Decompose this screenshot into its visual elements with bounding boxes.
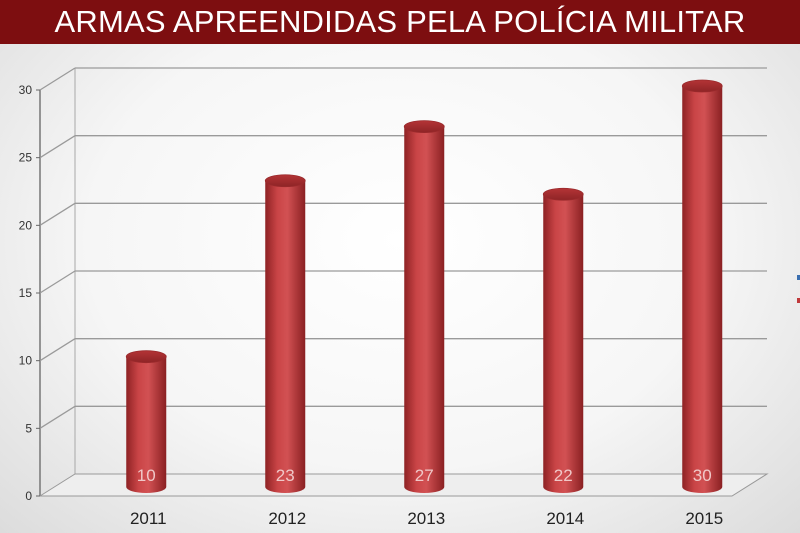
gridline-diagonal: [39, 135, 76, 159]
gridline-diagonal: [39, 270, 76, 294]
x-tick-label: 2013: [407, 509, 445, 528]
data-label: 10: [137, 466, 156, 485]
y-tick-label: 5: [25, 421, 32, 435]
y-tick-label: 25: [19, 151, 33, 165]
y-tick-label: 15: [19, 286, 33, 300]
data-label: 23: [276, 466, 295, 485]
chart-title: ARMAS APREENDIDAS PELA POLÍCIA MILITAR: [54, 4, 746, 39]
bar-cap-2014: [542, 187, 584, 201]
bar-2012: [265, 180, 306, 494]
chart-title-bar: ARMAS APREENDIDAS PELA POLÍCIA MILITAR: [0, 0, 800, 44]
bar-cap-2015: [681, 79, 723, 93]
x-tick-label: 2011: [130, 509, 167, 528]
gridline-diagonal: [39, 338, 76, 362]
bar-2011: [126, 356, 167, 494]
bar-cap-2011: [125, 350, 167, 364]
gridline-diagonal: [39, 67, 76, 91]
x-tick-label: 2014: [546, 509, 584, 528]
data-label: 22: [554, 466, 573, 485]
edge-accent-red: [797, 298, 800, 303]
data-label: 30: [693, 466, 712, 485]
gridline-diagonal: [39, 202, 76, 226]
y-tick-label: 10: [19, 354, 33, 368]
data-label: 27: [415, 466, 434, 485]
x-tick-label: 2015: [685, 509, 723, 528]
edge-accent-blue: [797, 275, 800, 280]
y-tick-label: 30: [19, 83, 33, 97]
labels-layer: 0 5 10 15 20 25 30 10 2011 23 2012 27 2013 22 2014 30 20…: [19, 83, 724, 528]
y-tick-label: 20: [19, 218, 33, 232]
bar-cap-2012: [264, 174, 306, 188]
gridline-diagonal: [39, 405, 76, 429]
bar-2013: [404, 126, 445, 494]
bar-2015: [682, 86, 723, 494]
bars-layer: [125, 79, 723, 494]
bar-cap-2013: [403, 120, 445, 133]
chart-floor: [38, 473, 769, 497]
bar-2014: [543, 194, 584, 494]
x-tick-label: 2012: [268, 509, 306, 528]
y-tick-label: 0: [25, 489, 32, 503]
